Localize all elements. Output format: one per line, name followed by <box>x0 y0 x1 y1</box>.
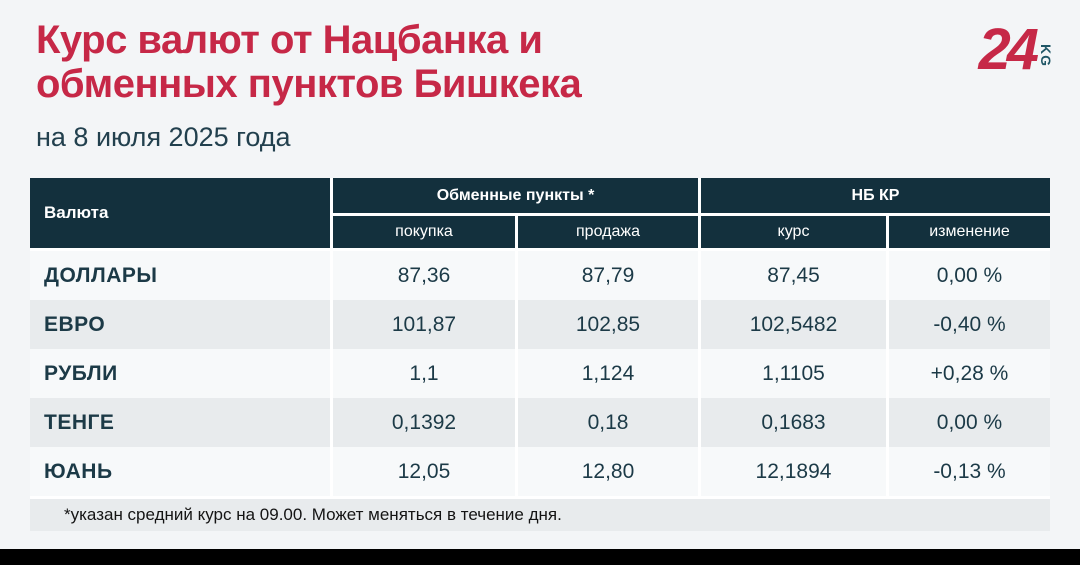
header-group-exchange-offices: Обменные пункты * <box>333 178 698 213</box>
currency-name: ДОЛЛАРЫ <box>30 251 330 300</box>
sell-value: 12,80 <box>518 447 698 496</box>
buy-value: 1,1 <box>333 349 515 398</box>
currency-name: РУБЛИ <box>30 349 330 398</box>
table-footnote: *указан средний курс на 09.00. Может мен… <box>30 499 1050 531</box>
table-row-dollars: ДОЛЛАРЫ 87,36 87,79 87,45 0,00 % <box>30 251 1050 300</box>
sell-value: 0,18 <box>518 398 698 447</box>
page-header: Курс валют от Нацбанка и обменных пункто… <box>36 18 1044 153</box>
nbkr-change-value: 0,00 % <box>889 398 1050 447</box>
24kg-logo: 24 KG <box>978 17 1054 82</box>
nbkr-change-value: +0,28 % <box>889 349 1050 398</box>
header-sub-buy: покупка <box>333 216 515 248</box>
header-group-nbkr: НБ КР <box>701 178 1050 213</box>
page-subtitle: на 8 июля 2025 года <box>36 122 291 152</box>
nbkr-rate-value: 102,5482 <box>701 300 886 349</box>
table-body: ДОЛЛАРЫ 87,36 87,79 87,45 0,00 % ЕВРО 10… <box>30 251 1050 496</box>
nbkr-rate-value: 0,1683 <box>701 398 886 447</box>
buy-value: 0,1392 <box>333 398 515 447</box>
sell-value: 1,124 <box>518 349 698 398</box>
nbkr-rate-value: 87,45 <box>701 251 886 300</box>
currency-name: ТЕНГЕ <box>30 398 330 447</box>
nbkr-rate-value: 12,1894 <box>701 447 886 496</box>
currency-rates-table: Валюта Обменные пункты * НБ КР покупка п… <box>30 178 1050 531</box>
table-row-euro: ЕВРО 101,87 102,85 102,5482 -0,40 % <box>30 300 1050 349</box>
currency-name: ЮАНЬ <box>30 447 330 496</box>
nbkr-change-value: -0,13 % <box>889 447 1050 496</box>
page-title-line2: обменных пунктов Бишкека <box>36 62 582 106</box>
header-sub-rate: курс <box>701 216 886 248</box>
buy-value: 101,87 <box>333 300 515 349</box>
bottom-black-bar <box>0 549 1080 565</box>
nbkr-rate-value: 1,1105 <box>701 349 886 398</box>
buy-value: 12,05 <box>333 447 515 496</box>
page-title: Курс валют от Нацбанка и обменных пункто… <box>36 18 1044 106</box>
header-currency: Валюта <box>30 178 330 248</box>
sell-value: 102,85 <box>518 300 698 349</box>
logo-24-text: 24 <box>978 17 1038 82</box>
table-row-rubles: РУБЛИ 1,1 1,124 1,1105 +0,28 % <box>30 349 1050 398</box>
buy-value: 87,36 <box>333 251 515 300</box>
sell-value: 87,79 <box>518 251 698 300</box>
page-title-line1: Курс валют от Нацбанка и <box>36 18 543 62</box>
header-sub-sell: продажа <box>518 216 698 248</box>
table-row-yuan: ЮАНЬ 12,05 12,80 12,1894 -0,13 % <box>30 447 1050 496</box>
table-row-tenge: ТЕНГЕ 0,1392 0,18 0,1683 0,00 % <box>30 398 1050 447</box>
logo-kg-text: KG <box>1038 44 1054 67</box>
nbkr-change-value: 0,00 % <box>889 251 1050 300</box>
header-sub-change: изменение <box>889 216 1050 248</box>
table-header: Валюта Обменные пункты * НБ КР покупка п… <box>30 178 1050 248</box>
nbkr-change-value: -0,40 % <box>889 300 1050 349</box>
currency-name: ЕВРО <box>30 300 330 349</box>
